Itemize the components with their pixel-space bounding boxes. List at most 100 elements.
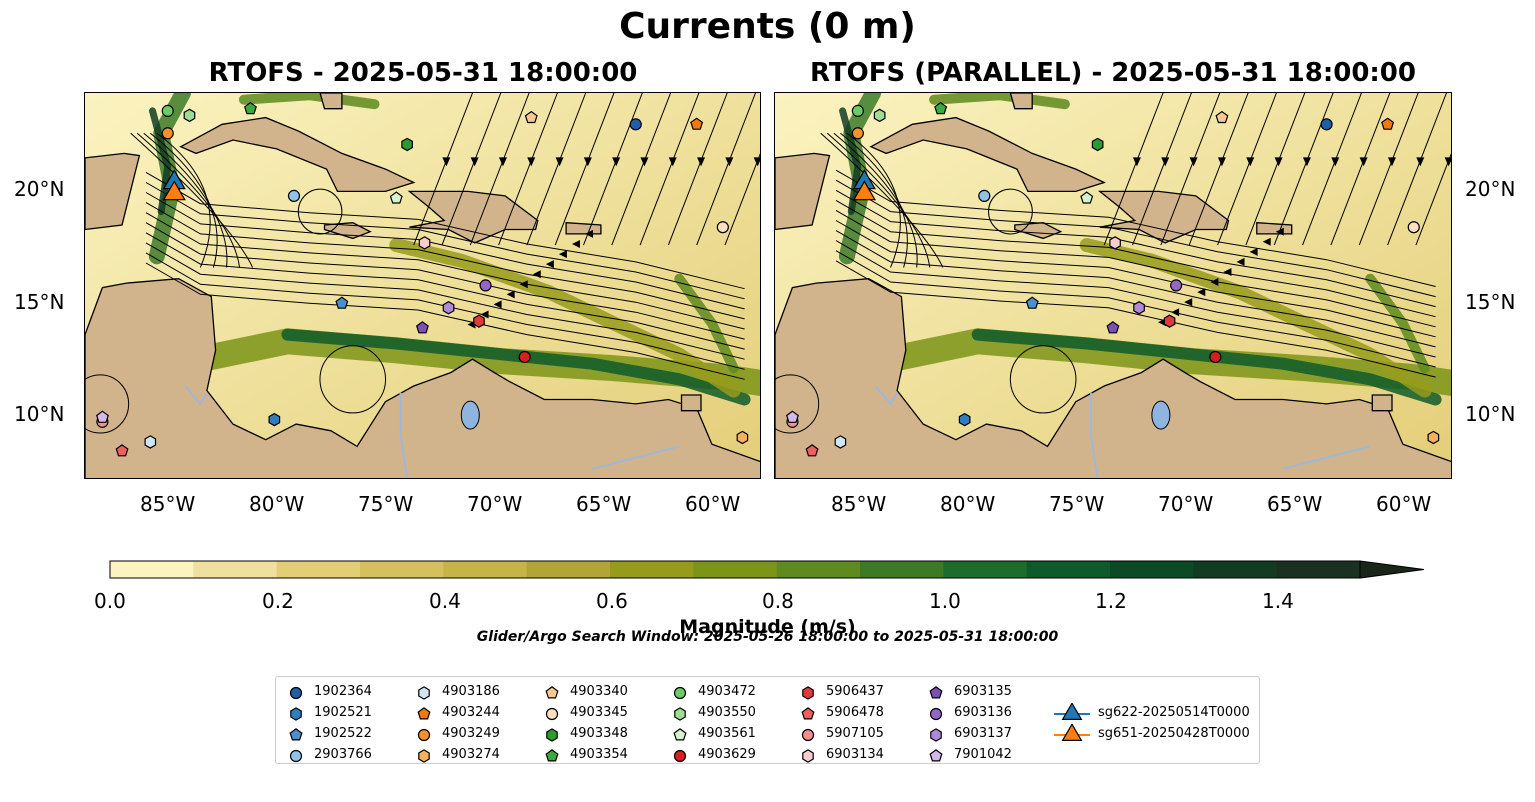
legend-item-sg651-20250428T0000: sg651-20250428T0000 <box>1054 723 1250 744</box>
float-marker-7901042 <box>785 410 799 423</box>
river-line <box>1282 445 1371 470</box>
land-polygon <box>1009 93 1033 110</box>
glider-marker-sg651-20250428T0000 <box>852 180 876 201</box>
figure-title: Currents (0 m) <box>619 6 916 47</box>
legend-marker <box>545 748 559 761</box>
legend-marker <box>673 727 687 740</box>
y-tick-right-20n: 20°N <box>1465 177 1516 201</box>
legend-marker <box>546 727 558 742</box>
land-polygon <box>1371 394 1393 412</box>
legend-item-1902364: 1902364 <box>286 681 372 702</box>
legend-marker-icon <box>929 707 943 720</box>
colorbar-tick-4: 0.8 <box>762 589 794 613</box>
lake-maracaibo <box>1151 400 1171 430</box>
map-panel-rtofs <box>84 92 761 479</box>
river-line <box>399 392 408 478</box>
legend-marker <box>673 749 687 762</box>
legend-label: 5906437 <box>826 684 884 699</box>
legend-item-6903134: 6903134 <box>798 744 884 765</box>
float-marker-6903134 <box>1109 236 1121 250</box>
colorbar-bin <box>1026 561 1111 578</box>
stream-arrow <box>1387 157 1396 167</box>
float-marker-4903348 <box>401 137 413 152</box>
legend-marker <box>289 727 303 740</box>
legend-marker-icon <box>289 727 303 740</box>
float-marker-4903354 <box>934 101 948 115</box>
streamlines <box>85 93 760 434</box>
stream-arrow <box>1249 247 1258 256</box>
x-tick-right-80w: 80°W <box>940 492 996 516</box>
colorbar-tick-7: 1.4 <box>1262 589 1294 613</box>
map-panel-rtofs-parallel <box>774 92 1452 479</box>
stream-arrow <box>480 310 489 319</box>
float-marker-6903136 <box>479 279 492 292</box>
legend-marker-icon <box>290 706 302 721</box>
stream-arrow <box>555 157 564 167</box>
y-tick-left-15n: 15°N <box>14 290 65 314</box>
legend-label: 7901042 <box>954 747 1012 762</box>
colorbar-bin <box>110 561 194 578</box>
float-marker-6903135 <box>1106 321 1120 334</box>
stream-arrow <box>1189 157 1198 167</box>
colorbar-bin <box>193 561 278 578</box>
legend-marker <box>418 685 430 700</box>
map-canvas-right <box>775 93 1451 478</box>
legend-item-4903186: 4903186 <box>414 681 500 702</box>
legend-item-4903629: 4903629 <box>670 744 756 765</box>
stream-arrow <box>1236 257 1245 266</box>
stream-arrow <box>527 157 536 167</box>
legend-label: 6903135 <box>954 684 1012 699</box>
colorbar-tick-6: 1.2 <box>1095 589 1127 613</box>
legend-marker-icon <box>545 748 559 761</box>
float-marker-4903348 <box>1091 137 1104 152</box>
river-line <box>874 385 898 406</box>
stream-arrow <box>532 270 541 279</box>
legend-marker <box>929 685 943 698</box>
float-marker-4903354 <box>243 101 257 115</box>
x-tick-right-65w: 65°W <box>1267 492 1323 516</box>
stream-arrow <box>583 157 592 167</box>
float-marker-6903137 <box>442 301 455 315</box>
colorbar-bin <box>693 561 778 578</box>
legend-label: 4903472 <box>698 684 756 699</box>
legend-marker-icon <box>1054 723 1090 741</box>
float-marker-4903186 <box>144 435 157 449</box>
legend-label: 4903186 <box>442 684 500 699</box>
legend-item-4903472: 4903472 <box>670 681 756 702</box>
legend-marker-icon <box>801 706 815 719</box>
legend-marker <box>417 706 431 719</box>
colorbar-tick-1: 0.2 <box>262 589 294 613</box>
river-line <box>591 445 680 470</box>
legend-marker-icon <box>418 685 430 700</box>
legend-marker-icon <box>418 748 430 763</box>
legend-marker-icon <box>417 728 431 741</box>
colorbar-bin <box>943 561 1028 578</box>
legend-item-4903561: 4903561 <box>670 723 756 744</box>
colorbar-bin <box>443 561 528 578</box>
colorbar-label: Magnitude (m/s) <box>679 616 856 638</box>
legend-label: 4903244 <box>442 705 500 720</box>
legend-label: 4903354 <box>570 747 628 762</box>
legend-item-4903550: 4903550 <box>670 702 756 723</box>
x-tick-left-85w: 85°W <box>140 492 196 516</box>
colorbar-frame <box>109 560 1361 579</box>
legend-marker-icon <box>802 748 814 763</box>
land-polygon <box>85 152 141 231</box>
legend-item-6903136: 6903136 <box>926 702 1012 723</box>
search-window-text: Glider/Argo Search Window: 2025-05-26 18… <box>476 629 1059 645</box>
current-jet-band <box>281 328 751 406</box>
legend-item-2903766: 2903766 <box>286 744 372 765</box>
lake-maracaibo <box>460 400 480 430</box>
legend-marker <box>802 748 814 763</box>
legend-marker-icon <box>801 728 815 741</box>
legend-marker-icon <box>673 686 687 699</box>
float-marker-4903561 <box>1080 191 1094 204</box>
legend-marker-icon <box>289 749 303 762</box>
float-marker-4903274 <box>1427 430 1440 445</box>
float-marker-2903766 <box>978 189 991 203</box>
legend-marker <box>289 686 303 699</box>
stream-arrow <box>470 157 479 167</box>
float-marker-1902521 <box>268 412 281 427</box>
land-polygon <box>775 152 831 231</box>
float-marker-1902522 <box>335 296 349 309</box>
